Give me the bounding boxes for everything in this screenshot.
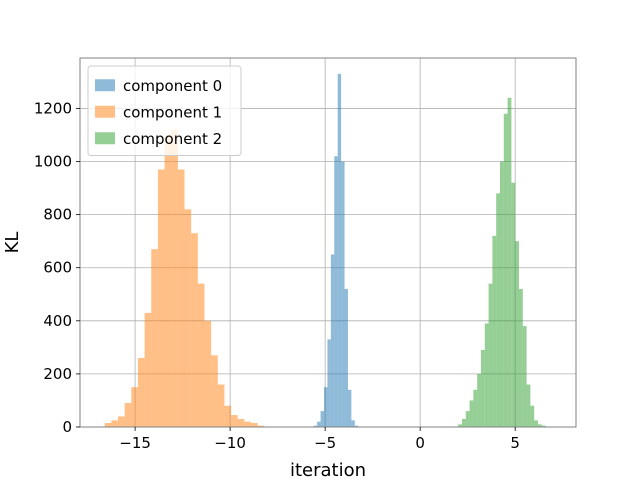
y-tick-label: 400 — [43, 312, 72, 330]
histogram-bar — [111, 420, 119, 427]
histogram-bar — [351, 420, 355, 427]
histogram-bar — [477, 373, 481, 427]
histogram-bar — [461, 419, 466, 427]
y-axis-label: KL — [2, 232, 23, 254]
histogram-bar — [211, 355, 218, 427]
histogram-bar — [334, 156, 338, 427]
histogram-bar — [330, 254, 335, 427]
y-tick-label: 200 — [43, 365, 72, 383]
series-1-bars — [98, 129, 265, 428]
histogram-bar — [537, 424, 542, 427]
histogram-bar — [347, 389, 352, 427]
histogram-bar — [492, 235, 497, 427]
histogram-bar — [499, 161, 504, 427]
histogram-bar — [317, 421, 321, 427]
histogram-bar — [341, 161, 345, 427]
histogram-bar — [515, 241, 519, 427]
histogram-bar — [171, 129, 178, 427]
legend-label: component 0 — [123, 77, 222, 95]
histogram-bar — [522, 326, 527, 427]
histogram-bar — [488, 283, 493, 427]
series-2-bars — [454, 97, 550, 428]
histogram-bars — [98, 73, 550, 428]
x-tick-label: −10 — [214, 434, 246, 452]
histogram-bar — [511, 182, 516, 427]
histogram-bar — [507, 97, 512, 428]
histogram-bar — [151, 249, 158, 427]
histogram-bar — [496, 193, 500, 427]
y-tick-label: 800 — [43, 206, 72, 224]
histogram-bar — [354, 425, 359, 427]
x-axis-label: iteration — [290, 460, 366, 480]
histogram-bar — [518, 288, 523, 427]
histogram-bar — [224, 405, 232, 427]
histogram-bar — [237, 419, 245, 427]
histogram-bar — [157, 169, 165, 427]
histogram-bar — [197, 283, 205, 427]
histogram-bar — [313, 425, 318, 427]
histogram-bar — [244, 421, 252, 427]
histogram-bar — [131, 387, 138, 427]
histogram-bar — [484, 323, 489, 427]
x-tick-label: 5 — [510, 434, 520, 452]
histogram-bar — [469, 400, 474, 427]
legend-label: component 1 — [123, 103, 222, 121]
histogram-bar — [473, 389, 478, 427]
x-tick-label: −5 — [314, 434, 336, 452]
histogram-bar — [144, 312, 152, 427]
plot-area-frame — [79, 57, 577, 428]
histogram-bar — [327, 339, 331, 427]
y-tick-label: 1000 — [34, 153, 72, 171]
histogram-bar — [526, 384, 531, 427]
legend-swatch — [95, 79, 115, 92]
histogram-bar — [320, 411, 325, 427]
histogram-bar — [104, 423, 112, 427]
histogram-bar — [137, 357, 145, 427]
legend-swatch — [95, 105, 115, 118]
histogram-bar — [465, 411, 470, 427]
histogram-bar — [324, 387, 328, 427]
histogram-bar — [217, 384, 225, 427]
legend: component 0 component 1 component 2 — [87, 65, 242, 156]
histogram-bar — [204, 320, 212, 427]
histogram-bar — [124, 403, 132, 427]
legend-label: component 2 — [123, 130, 222, 148]
histogram-bar — [231, 415, 238, 427]
axis-ticks: −15 −10 −5 0 5 0 200 400 600 800 1000 1200 — [34, 99, 520, 452]
histogram-bar — [251, 423, 258, 427]
histogram-bar — [257, 425, 265, 427]
y-tick-label: 0 — [62, 418, 72, 436]
y-tick-label: 600 — [43, 259, 72, 277]
legend-box — [87, 65, 242, 156]
histogram-bar — [184, 209, 192, 427]
x-tick-label: 0 — [415, 434, 425, 452]
histogram-bar — [177, 169, 185, 427]
histogram-bar — [458, 424, 462, 427]
histogram-bar — [503, 113, 508, 427]
legend-swatch — [95, 132, 115, 145]
histogram-bar — [191, 233, 198, 427]
histogram-bar — [541, 425, 546, 427]
histogram-bar — [337, 73, 342, 428]
histogram-bar — [344, 288, 348, 427]
series-0-bars — [313, 73, 359, 428]
y-tick-label: 1200 — [34, 99, 72, 117]
x-tick-label: −15 — [119, 434, 151, 452]
histogram-bar — [164, 134, 172, 428]
histogram-bar — [530, 405, 535, 427]
histogram-bar — [480, 350, 485, 427]
histogram-bar — [534, 420, 538, 427]
histogram-bar — [118, 416, 125, 427]
